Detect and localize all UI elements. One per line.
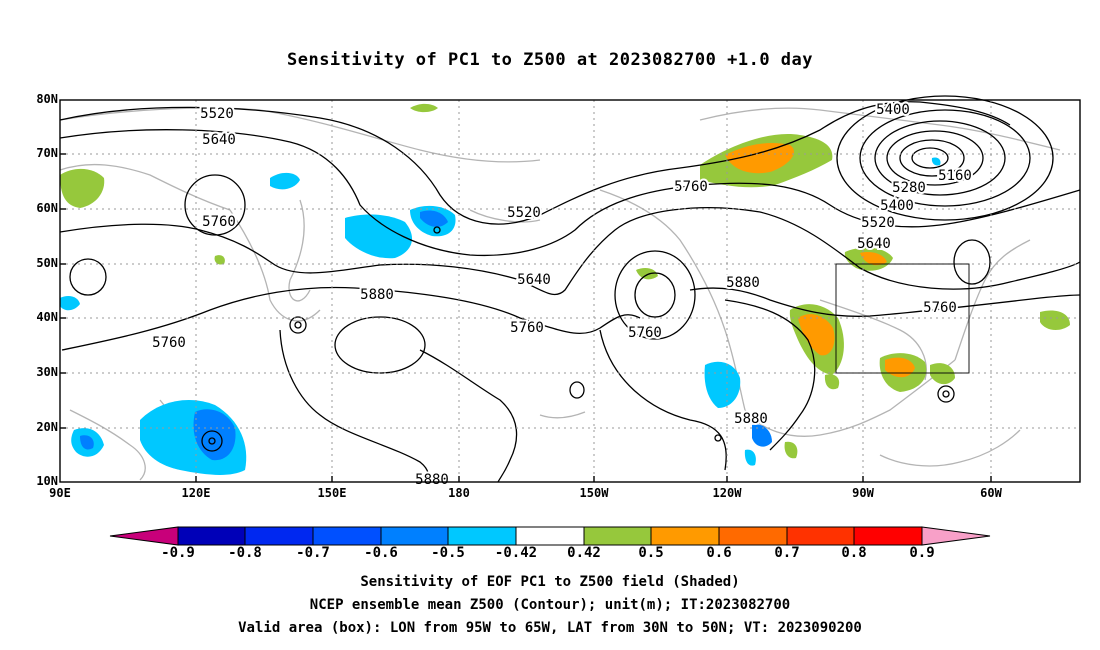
contour-label: 5400 bbox=[876, 102, 910, 118]
lon-label: 60W bbox=[980, 486, 1002, 500]
contour-label: 5760 bbox=[674, 179, 708, 195]
lat-label: 50N bbox=[36, 256, 58, 270]
colorbar-label: -0.9 bbox=[161, 545, 195, 561]
lon-label: 120W bbox=[712, 486, 742, 500]
colorbar-cell bbox=[244, 526, 314, 546]
contour-label: 5760 bbox=[628, 325, 662, 341]
contour-label: 5640 bbox=[202, 132, 236, 148]
contour-label: 5880 bbox=[360, 287, 394, 303]
lon-label: 120E bbox=[181, 486, 211, 500]
lat-label: 10N bbox=[36, 474, 58, 488]
contour-label: 5160 bbox=[938, 168, 972, 184]
contour-label: 5760 bbox=[510, 320, 544, 336]
colorbar-cell bbox=[853, 526, 923, 546]
valid-area-box bbox=[835, 263, 970, 374]
colorbar-label: -0.6 bbox=[364, 545, 398, 561]
colorbar-low-arrow bbox=[109, 526, 179, 546]
colorbar-label: 0.6 bbox=[706, 545, 732, 561]
shaded-sensitivity bbox=[60, 103, 1070, 475]
caption-shaded: Sensitivity of EOF PC1 to Z500 field (Sh… bbox=[360, 574, 740, 590]
graticule bbox=[60, 100, 1080, 482]
contour-label: 5760 bbox=[923, 300, 957, 316]
colorbar-label: -0.7 bbox=[296, 545, 330, 561]
colorbar-cell bbox=[312, 526, 382, 546]
lon-label: 150W bbox=[579, 486, 609, 500]
contour-label: 5880 bbox=[415, 472, 449, 488]
lon-label: 180 bbox=[448, 486, 470, 500]
colorbar-cell bbox=[380, 526, 449, 546]
colorbar-label: 0.8 bbox=[841, 545, 867, 561]
contour-label: 5520 bbox=[507, 205, 541, 221]
contour-label: 5520 bbox=[861, 215, 895, 231]
contour-label: 5760 bbox=[202, 214, 236, 230]
contour-label: 5640 bbox=[857, 236, 891, 252]
colorbar-cell bbox=[786, 526, 855, 546]
lon-label: 90E bbox=[49, 486, 71, 500]
lat-label: 40N bbox=[36, 310, 58, 324]
colorbar-high-arrow bbox=[921, 526, 991, 546]
lat-label: 80N bbox=[36, 92, 58, 106]
contour-label: 5520 bbox=[200, 106, 234, 122]
contour-label-group: 5520 5640 5760 5760 5520 5640 5760 5880 … bbox=[150, 100, 974, 490]
contour-label: 5400 bbox=[880, 198, 914, 214]
lat-label: 70N bbox=[36, 146, 58, 160]
plot-title: Sensitivity of PC1 to Z500 at 2023082700… bbox=[286, 50, 813, 70]
colorbar bbox=[109, 526, 991, 546]
contour-label: 5880 bbox=[734, 411, 768, 427]
lat-label: 30N bbox=[36, 365, 58, 379]
lon-label: 150E bbox=[317, 486, 347, 500]
colorbar-label: -0.42 bbox=[494, 545, 538, 561]
colorbar-label: 0.7 bbox=[774, 545, 800, 561]
colorbar-cell bbox=[718, 526, 788, 546]
lat-label: 20N bbox=[36, 420, 58, 434]
contour-label: 5760 bbox=[152, 335, 186, 351]
colorbar-label: 0.5 bbox=[638, 545, 664, 561]
lon-label: 90W bbox=[852, 486, 874, 500]
lat-label: 60N bbox=[36, 201, 58, 215]
map-frame bbox=[59, 99, 1081, 483]
contour-label: 5280 bbox=[892, 180, 926, 196]
contour-label: 5880 bbox=[726, 275, 760, 291]
colorbar-cell bbox=[447, 526, 517, 546]
colorbar-cell bbox=[650, 526, 720, 546]
colorbar-cell bbox=[177, 526, 246, 546]
colorbar-cell bbox=[583, 526, 652, 546]
colorbar-label: -0.5 bbox=[431, 545, 465, 561]
colorbar-label: 0.9 bbox=[909, 545, 935, 561]
caption-valid-area: Valid area (box): LON from 95W to 65W, L… bbox=[238, 620, 862, 636]
z500-contours bbox=[59, 95, 1081, 483]
colorbar-cell bbox=[515, 526, 585, 546]
caption-contour: NCEP ensemble mean Z500 (Contour); unit(… bbox=[309, 597, 791, 613]
colorbar-label: -0.8 bbox=[228, 545, 262, 561]
contour-label: 5640 bbox=[517, 272, 551, 288]
colorbar-label: 0.42 bbox=[567, 545, 601, 561]
